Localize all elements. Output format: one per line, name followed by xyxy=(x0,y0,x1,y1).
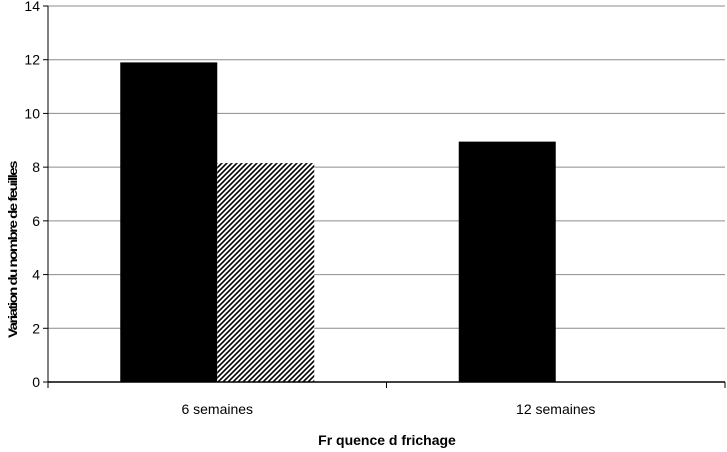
x-category-label: 12 semaines xyxy=(516,401,595,417)
x-category-label: 6 semaines xyxy=(181,401,253,417)
y-axis-title: Variation du nombre de feuilles xyxy=(6,160,20,338)
y-tick-label: 14 xyxy=(24,0,40,14)
y-tick-label: 4 xyxy=(32,267,40,283)
axes xyxy=(47,6,726,388)
bars xyxy=(120,62,556,383)
bar xyxy=(458,141,556,382)
y-tick-label: 10 xyxy=(24,105,40,121)
x-category-labels: 6 semaines 12 semaines xyxy=(181,401,595,417)
y-tick-label: 8 xyxy=(32,159,40,175)
y-tick-label: 6 xyxy=(32,213,40,229)
bar xyxy=(120,62,218,383)
bar xyxy=(217,163,315,382)
y-tick-label: 2 xyxy=(32,320,40,336)
y-tick-label: 0 xyxy=(32,374,40,390)
y-tick-label: 12 xyxy=(24,52,40,68)
x-axis-title: Fr quence d frichage xyxy=(318,432,456,448)
y-tick-labels: 0 2 4 6 8 10 12 14 xyxy=(24,0,40,390)
